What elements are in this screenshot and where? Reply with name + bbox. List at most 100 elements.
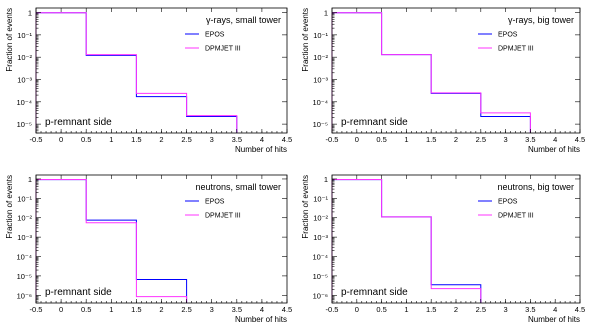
y-tick-label: 10⁻¹ bbox=[17, 194, 32, 203]
y-tick-label: 10⁻¹ bbox=[17, 31, 32, 40]
x-tick-label: 2.5 bbox=[476, 305, 486, 314]
legend-label-dpmjet: DPMJET III bbox=[205, 46, 241, 53]
x-tick-label: -0.5 bbox=[326, 305, 339, 314]
x-tick-label: 2.5 bbox=[181, 305, 191, 314]
x-tick-label: 1.5 bbox=[426, 305, 436, 314]
series-line-dpmjet bbox=[35, 12, 238, 133]
panel-annotation: p-remnant side bbox=[341, 117, 408, 128]
legend-label-dpmjet: DPMJET III bbox=[498, 46, 534, 53]
y-tick-label: 10⁻⁵ bbox=[17, 120, 32, 129]
x-tick-label: 4.5 bbox=[575, 135, 585, 144]
x-axis-label: Number of hits bbox=[235, 145, 287, 154]
series-line-epos bbox=[331, 179, 482, 303]
y-tick-label: 10⁻⁵ bbox=[313, 272, 328, 281]
y-tick-label: 10⁻⁴ bbox=[312, 98, 328, 107]
y-tick-label: 10⁻² bbox=[17, 53, 32, 62]
y-tick-label: 10⁻³ bbox=[313, 75, 328, 84]
y-tick-label: 10⁻⁶ bbox=[313, 291, 328, 300]
x-tick-label: 0.5 bbox=[81, 135, 91, 144]
x-tick-label: 1.5 bbox=[131, 305, 141, 314]
x-tick-label: 3 bbox=[210, 135, 214, 144]
x-tick-label: 4.5 bbox=[282, 305, 292, 314]
y-tick-label: 1 bbox=[324, 175, 328, 184]
x-tick-label: 4 bbox=[553, 305, 557, 314]
x-tick-label: 1 bbox=[109, 135, 113, 144]
x-tick-label: -0.5 bbox=[30, 305, 43, 314]
y-tick-label: 10⁻⁴ bbox=[16, 253, 32, 262]
y-tick-label: 10⁻¹ bbox=[313, 31, 328, 40]
x-tick-label: -0.5 bbox=[326, 135, 339, 144]
y-tick-label: 10⁻² bbox=[313, 214, 328, 223]
x-tick-label: 1 bbox=[404, 135, 408, 144]
y-axis-label: Fraction of events bbox=[5, 8, 14, 72]
x-tick-label: -0.5 bbox=[30, 135, 43, 144]
x-tick-label: 3.5 bbox=[232, 135, 242, 144]
x-tick-label: 1 bbox=[404, 305, 408, 314]
x-tick-label: 1.5 bbox=[131, 135, 141, 144]
y-tick-label: 10⁻³ bbox=[17, 75, 32, 84]
plot-frame bbox=[35, 174, 288, 304]
legend-label-epos: EPOS bbox=[498, 32, 518, 39]
y-axis-label: Fraction of events bbox=[5, 175, 14, 239]
y-tick-label: 10⁻⁴ bbox=[312, 253, 328, 262]
y-tick-label: 10⁻⁴ bbox=[16, 98, 32, 107]
panel-gamma-small-tower: -0.5 0 0.5 1 1.5 2 2.5 3 3.5 4 4.5 1 10⁻¹ 10⁻² 10⁻³ 10⁻… bbox=[5, 7, 292, 154]
panel-title: γ-rays, big tower bbox=[508, 15, 574, 25]
y-tick-label: 10⁻⁶ bbox=[17, 291, 32, 300]
x-tick-label: 0.5 bbox=[81, 305, 91, 314]
y-tick-label: 10⁻² bbox=[17, 214, 32, 223]
y-tick-label: 10⁻⁵ bbox=[17, 272, 32, 281]
x-tick-label: 0 bbox=[59, 135, 63, 144]
panel-gamma-big-tower: -0.5 0 0.5 1 1.5 2 2.5 3 3.5 4 4.5 1 10⁻¹ 10⁻² 10⁻³ 10⁻… bbox=[301, 7, 585, 154]
x-tick-label: 0.5 bbox=[376, 305, 386, 314]
plot-frame bbox=[331, 174, 581, 304]
panel-title: neutrons, big tower bbox=[497, 182, 574, 192]
series-line-dpmjet bbox=[35, 178, 188, 303]
x-axis-label: Number of hits bbox=[528, 315, 580, 324]
panel-neutrons-small-tower: -0.5 0 0.5 1 1.5 2 2.5 3 3.5 4 4.5 1 10⁻¹ 10⁻² 10⁻³ 10⁻… bbox=[5, 174, 292, 324]
x-tick-label: 0.5 bbox=[376, 135, 386, 144]
series-line-dpmjet bbox=[331, 178, 482, 303]
x-tick-label: 4 bbox=[260, 305, 264, 314]
plot-frame bbox=[331, 7, 581, 134]
x-tick-label: 3 bbox=[504, 135, 508, 144]
x-axis-label: Number of hits bbox=[528, 145, 580, 154]
legend-label-dpmjet: DPMJET III bbox=[205, 213, 241, 220]
x-tick-label: 0 bbox=[355, 135, 359, 144]
x-tick-label: 3.5 bbox=[525, 305, 535, 314]
legend-label-epos: EPOS bbox=[498, 199, 518, 206]
y-tick-label: 10⁻² bbox=[313, 53, 328, 62]
x-tick-label: 2 bbox=[454, 305, 458, 314]
x-tick-label: 0 bbox=[59, 305, 63, 314]
x-tick-label: 4.5 bbox=[282, 135, 292, 144]
series-line-dpmjet bbox=[331, 12, 531, 133]
panel-title: neutrons, small tower bbox=[195, 182, 281, 192]
x-tick-label: 4.5 bbox=[575, 305, 585, 314]
y-axis-label: Fraction of events bbox=[301, 175, 310, 239]
y-tick-label: 10⁻³ bbox=[17, 233, 32, 242]
panel-neutrons-big-tower: -0.5 0 0.5 1 1.5 2 2.5 3 3.5 4 4.5 1 10⁻¹ 10⁻² 10⁻³ 10⁻… bbox=[301, 174, 585, 324]
x-tick-label: 0 bbox=[355, 305, 359, 314]
panel-annotation: p-remnant side bbox=[341, 287, 408, 298]
x-tick-label: 2.5 bbox=[181, 135, 191, 144]
y-tick-label: 10⁻³ bbox=[313, 233, 328, 242]
x-tick-label: 3.5 bbox=[525, 135, 535, 144]
x-axis-label: Number of hits bbox=[235, 315, 287, 324]
legend-label-epos: EPOS bbox=[205, 32, 225, 39]
y-tick-label: 10⁻¹ bbox=[313, 194, 328, 203]
y-tick-label: 1 bbox=[28, 9, 32, 18]
x-tick-label: 2 bbox=[159, 305, 163, 314]
x-tick-label: 4 bbox=[553, 135, 557, 144]
x-tick-label: 2 bbox=[454, 135, 458, 144]
legend-label-epos: EPOS bbox=[205, 199, 225, 206]
plot-frame bbox=[35, 7, 288, 134]
x-tick-label: 2.5 bbox=[476, 135, 486, 144]
panel-annotation: p-remnant side bbox=[45, 287, 112, 298]
series-line-epos bbox=[35, 179, 188, 303]
legend-label-dpmjet: DPMJET III bbox=[498, 213, 534, 220]
x-tick-label: 3 bbox=[210, 305, 214, 314]
x-tick-label: 3 bbox=[504, 305, 508, 314]
y-tick-label: 10⁻⁵ bbox=[313, 120, 328, 129]
y-tick-label: 1 bbox=[28, 175, 32, 184]
